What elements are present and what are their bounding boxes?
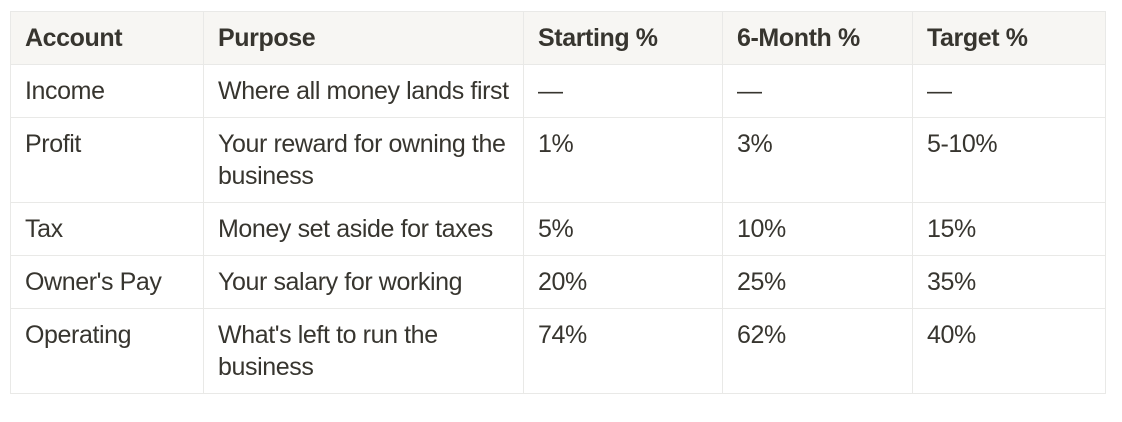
cell-six-month: 25%	[722, 255, 913, 309]
cell-six-month: 3%	[722, 117, 913, 203]
cell-account: Income	[10, 64, 204, 118]
column-header-starting: Starting %	[523, 11, 723, 65]
column-header-target: Target %	[912, 11, 1106, 65]
header-row: Account Purpose Starting % 6-Month % Tar…	[10, 11, 1106, 65]
cell-starting: —	[523, 64, 723, 118]
cell-target: 5-10%	[912, 117, 1106, 203]
cell-account: Profit	[10, 117, 204, 203]
cell-target: 35%	[912, 255, 1106, 309]
cell-account: Operating	[10, 308, 204, 394]
cell-six-month: 62%	[722, 308, 913, 394]
allocation-table: Account Purpose Starting % 6-Month % Tar…	[10, 11, 1106, 394]
table-row: Owner's Pay Your salary for working 20% …	[10, 255, 1106, 309]
cell-account: Owner's Pay	[10, 255, 204, 309]
table-row: Tax Money set aside for taxes 5% 10% 15%	[10, 202, 1106, 256]
cell-starting: 1%	[523, 117, 723, 203]
table-row: Profit Your reward for owning the busine…	[10, 117, 1106, 203]
cell-purpose: Your salary for working	[203, 255, 524, 309]
cell-purpose: What's left to run the business	[203, 308, 524, 394]
cell-six-month: 10%	[722, 202, 913, 256]
table-row: Income Where all money lands first — — —	[10, 64, 1106, 118]
column-header-six-month: 6-Month %	[722, 11, 913, 65]
column-header-account: Account	[10, 11, 204, 65]
cell-target: —	[912, 64, 1106, 118]
cell-target: 15%	[912, 202, 1106, 256]
cell-account: Tax	[10, 202, 204, 256]
cell-starting: 20%	[523, 255, 723, 309]
cell-starting: 74%	[523, 308, 723, 394]
cell-purpose: Money set aside for taxes	[203, 202, 524, 256]
column-header-purpose: Purpose	[203, 11, 524, 65]
cell-purpose: Where all money lands first	[203, 64, 524, 118]
cell-purpose: Your reward for owning the business	[203, 117, 524, 203]
table-row: Operating What's left to run the busines…	[10, 308, 1106, 394]
cell-starting: 5%	[523, 202, 723, 256]
cell-six-month: —	[722, 64, 913, 118]
table-header: Account Purpose Starting % 6-Month % Tar…	[10, 11, 1106, 65]
table-body: Income Where all money lands first — — —…	[10, 64, 1106, 394]
cell-target: 40%	[912, 308, 1106, 394]
